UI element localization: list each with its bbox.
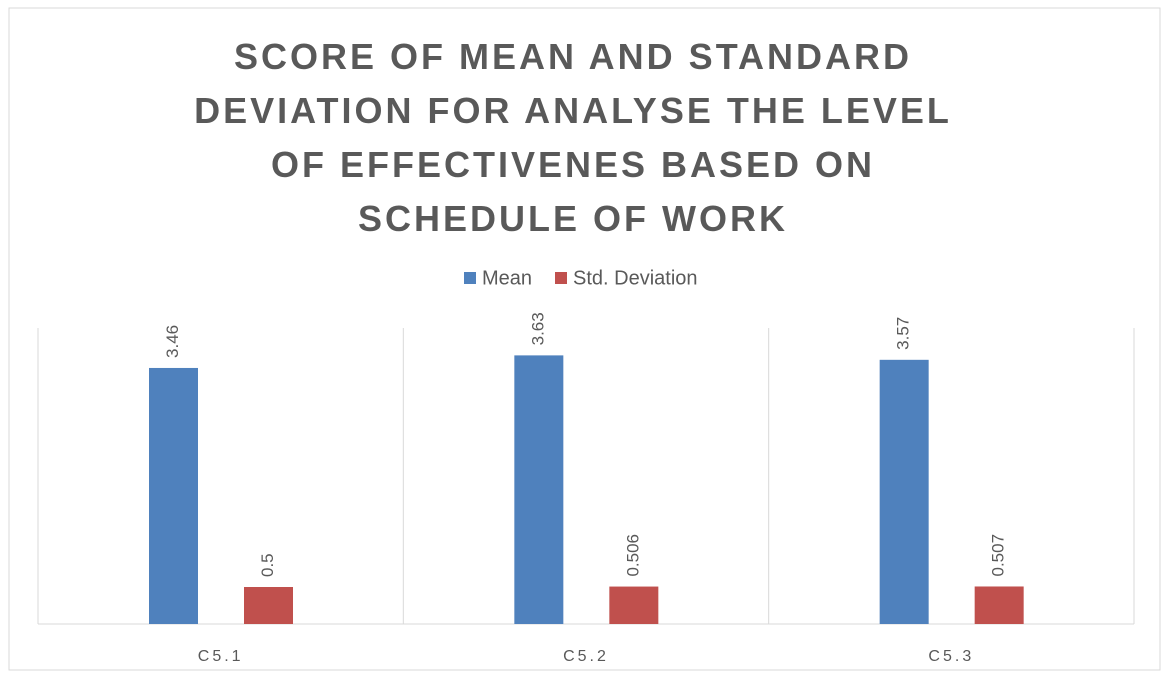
bar (514, 355, 564, 624)
legend-swatch (464, 272, 476, 284)
data-label: 3.57 (894, 317, 913, 350)
bar (609, 586, 659, 624)
x-tick-label: C5.2 (563, 648, 609, 665)
bar (879, 359, 929, 624)
data-label: 0.507 (989, 534, 1008, 577)
data-label: 3.46 (163, 325, 182, 358)
data-label: 3.63 (528, 312, 547, 345)
bar (244, 587, 293, 624)
data-label: 0.506 (623, 534, 642, 577)
legend-label: Std. Deviation (573, 267, 698, 289)
bar (149, 367, 198, 624)
legend-label: Mean (482, 267, 532, 289)
bar (974, 586, 1024, 624)
chart-border (8, 7, 1161, 671)
chart-title: SCORE OF MEAN AND STANDARD DEVIATION FOR… (194, 36, 952, 239)
x-tick-label: C5.1 (198, 648, 244, 665)
x-tick-label: C5.3 (928, 648, 974, 665)
legend-swatch (555, 272, 567, 284)
data-label: 0.5 (258, 553, 277, 577)
